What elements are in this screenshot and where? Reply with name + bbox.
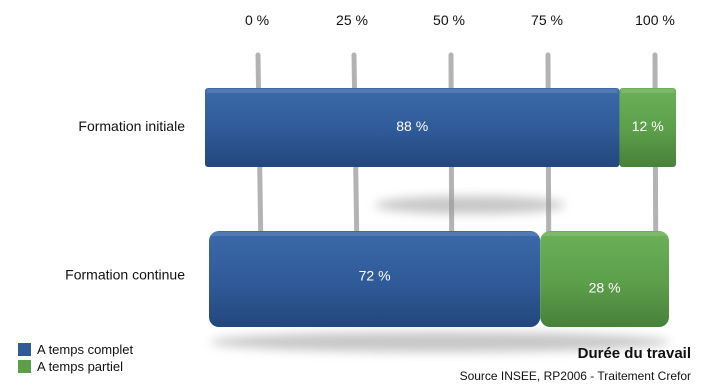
bar-segment-partiel xyxy=(619,88,676,167)
bar-shadow xyxy=(210,332,670,352)
data-label: 88 % xyxy=(396,118,428,134)
legend-swatch-partiel xyxy=(18,360,31,373)
data-label: 28 % xyxy=(589,280,621,296)
legend-item-partiel: A temps partiel xyxy=(18,358,133,375)
data-label: 12 % xyxy=(632,118,664,134)
bar-segment-complet xyxy=(209,231,541,327)
x-tick-label: 75 % xyxy=(531,12,563,28)
x-tick-label: 100 % xyxy=(635,12,675,28)
legend: A temps complet A temps partiel xyxy=(18,341,133,375)
bar-segment-partiel xyxy=(540,231,669,327)
x-tick-label: 0 % xyxy=(245,12,269,28)
bar-highlight xyxy=(207,89,618,93)
bar-highlight xyxy=(211,232,539,236)
bar-highlight xyxy=(621,89,674,93)
legend-label-complet: A temps complet xyxy=(37,342,134,357)
bar-highlight xyxy=(542,232,667,236)
bar-segment-complet xyxy=(205,88,620,167)
category-label: Formation continue xyxy=(65,267,185,283)
chart-title: Durée du travail xyxy=(577,345,691,362)
legend-item-complet: A temps complet xyxy=(18,341,133,358)
data-label: 72 % xyxy=(359,268,391,284)
x-tick-label: 25 % xyxy=(336,12,368,28)
legend-label-partiel: A temps partiel xyxy=(37,359,123,374)
x-tick-label: 50 % xyxy=(433,12,465,28)
chart-source: Source INSEE, RP2006 - Traitement Crefor xyxy=(459,369,691,383)
bar-shadow xyxy=(375,196,565,214)
category-label: Formation initiale xyxy=(78,118,185,134)
legend-swatch-complet xyxy=(18,343,31,356)
